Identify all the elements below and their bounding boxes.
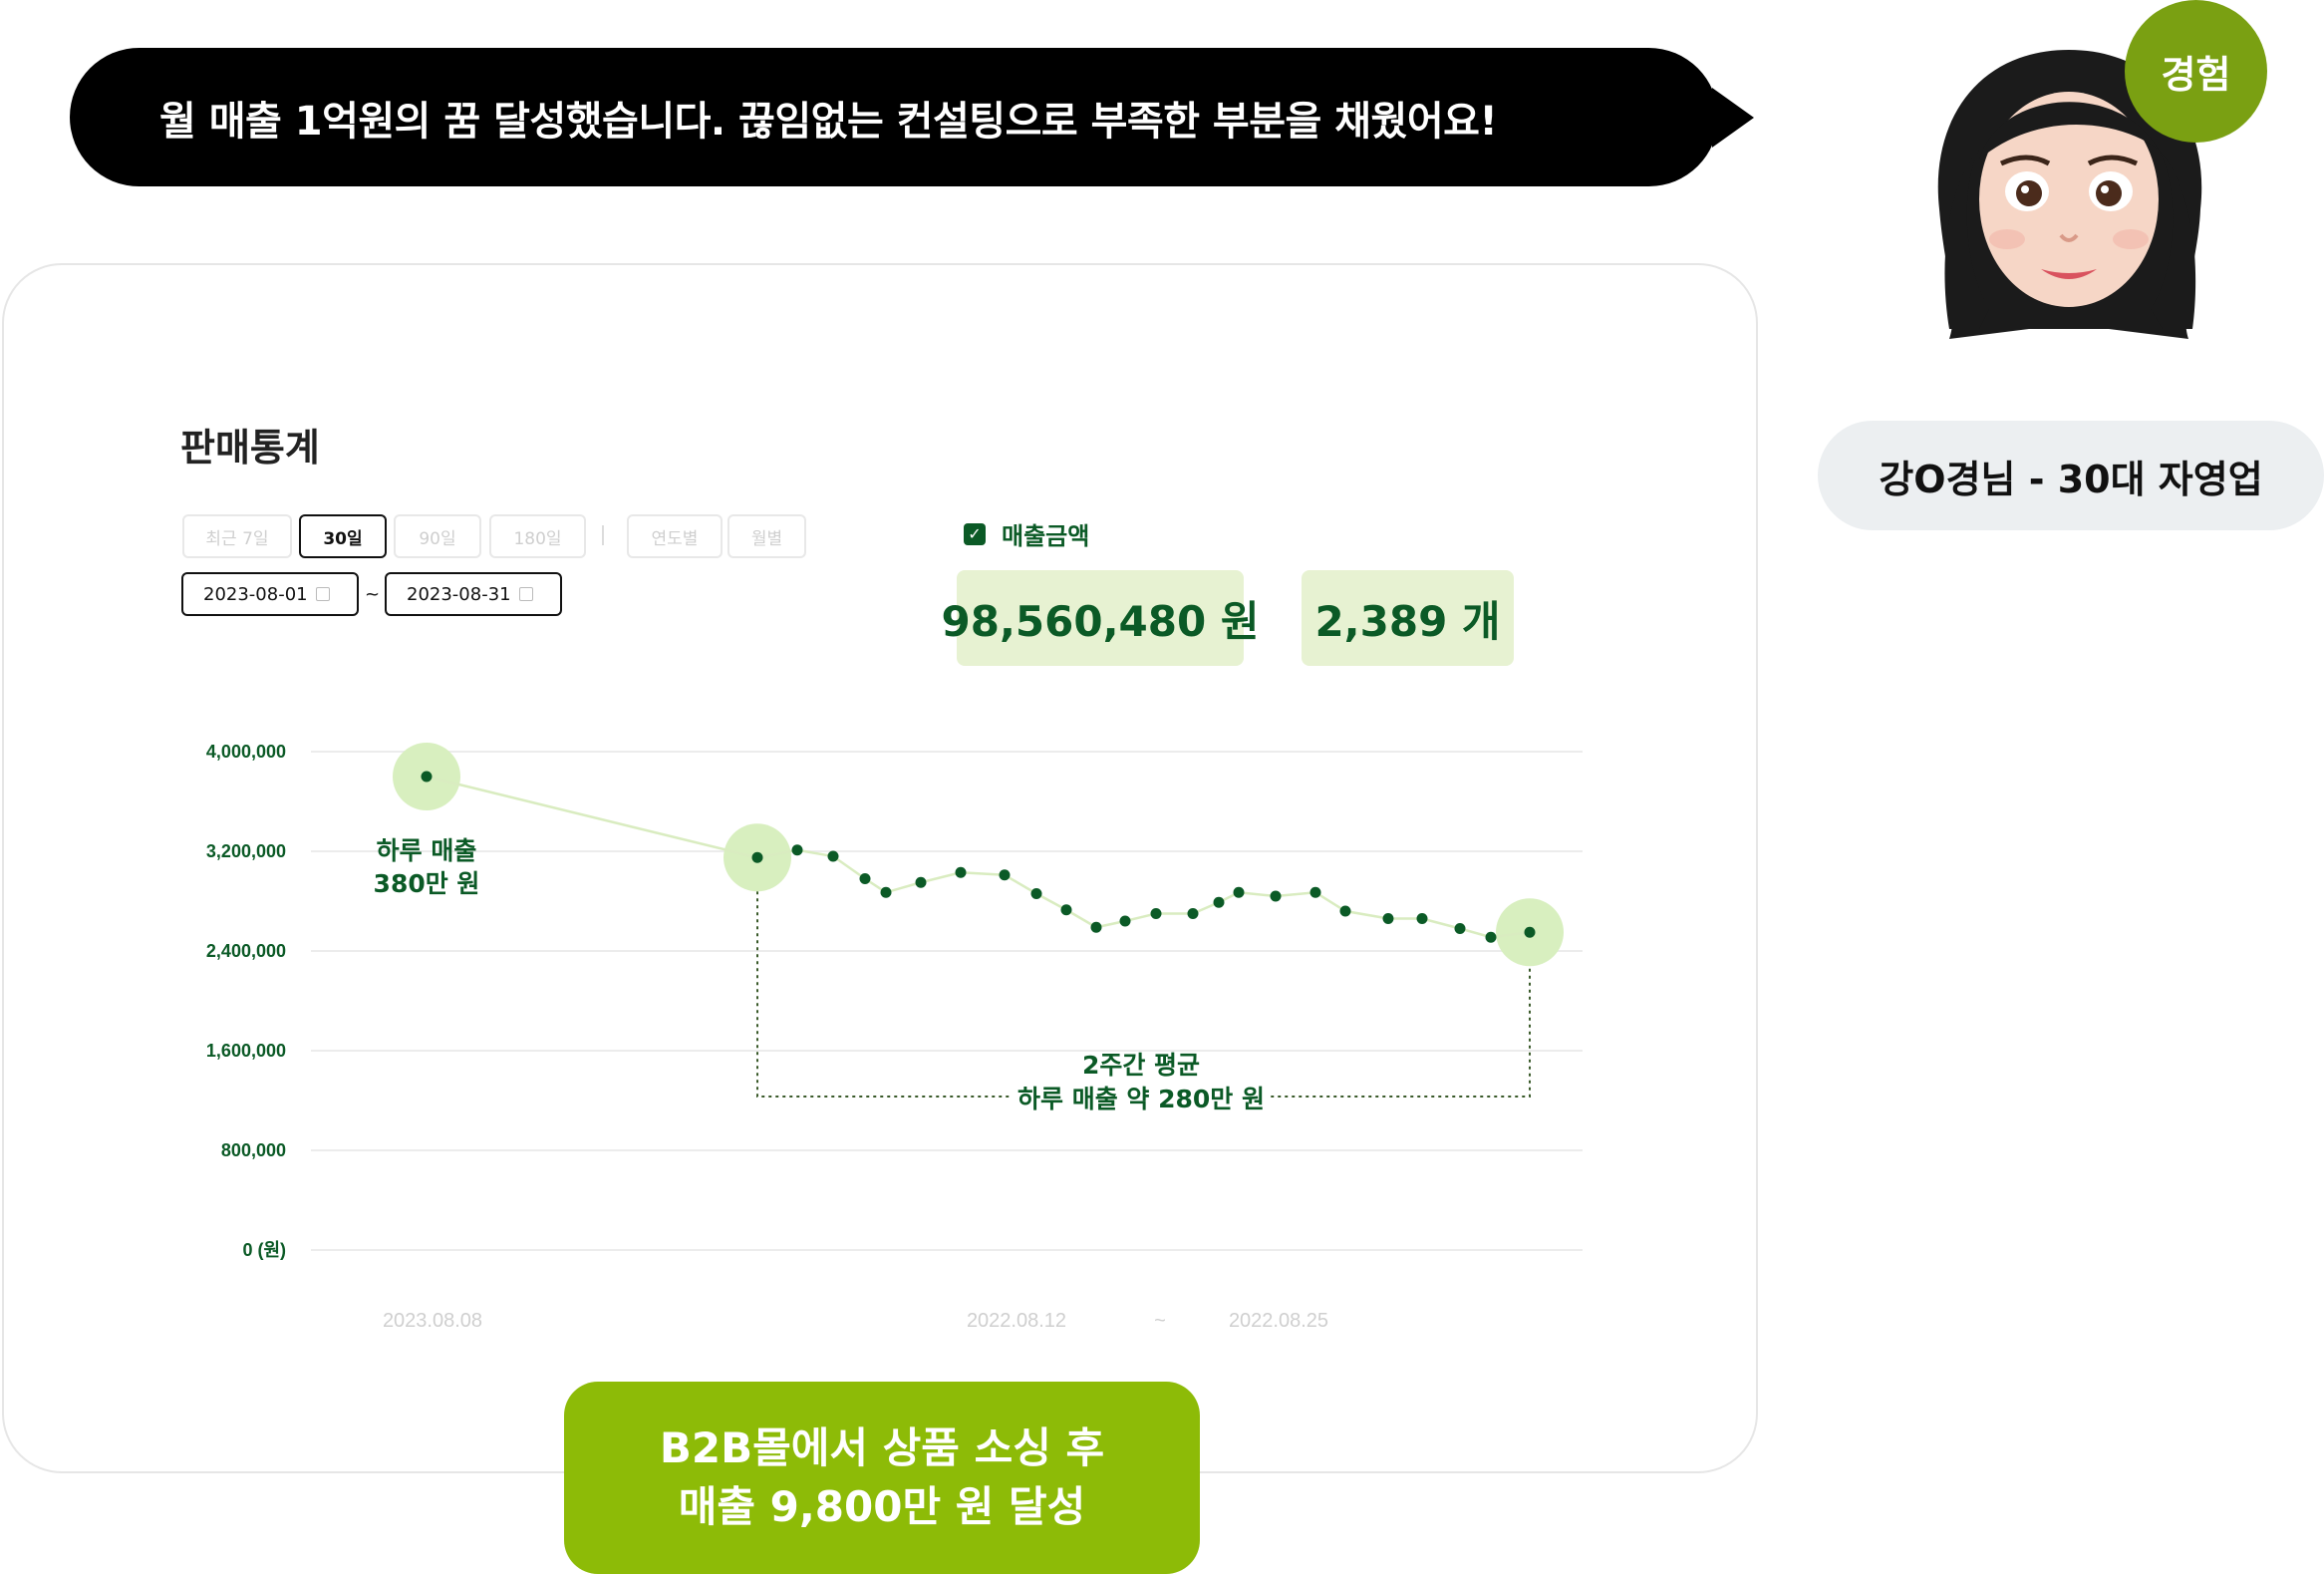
result-line-2: 매출 9,800만 원 달성 [678,1481,1086,1531]
tab-monthly[interactable]: 월별 [727,514,806,558]
tab-recent-7-days[interactable]: 최근 7일 [182,514,292,558]
bubble-tail [1712,88,1754,148]
legend-label: 매출금액 [1002,522,1090,550]
tab-90-days[interactable]: 90일 [394,514,481,558]
legend-checkbox[interactable]: ✓ [964,522,986,545]
memoji-woman-avatar-icon [1937,50,2202,339]
total-sales-stat: 98,560,480 원 [942,570,1259,666]
page-title: 판매통계 [180,426,320,470]
experience-badge: 경험 [2125,0,2267,143]
tab-divider [602,525,604,545]
total-count-stat: 2,389 개 [1302,570,1514,666]
date-to-value: 2023-08-31 [407,583,511,605]
testimonial-quote: 월 매출 1억원의 꿈 달성했습니다. 끊임없는 컨설팅으로 부족한 부분을 채… [159,98,1498,145]
tab-yearly[interactable]: 연도별 [627,514,723,558]
date-from-value: 2023-08-01 [203,583,308,605]
date-to-field[interactable]: 2023-08-31 [385,572,562,616]
date-range-separator: ~ [365,584,381,605]
testimonial-quote-bubble: 월 매출 1억원의 꿈 달성했습니다. 끊임없는 컨설팅으로 부족한 부분을 채… [70,48,1718,186]
calendar-icon [518,587,533,601]
tab-180-days[interactable]: 180일 [489,514,586,558]
persona-label: 강O경님 - 30대 자영업 [1818,421,2324,530]
result-line-1: B2B몰에서 상품 소싱 후 [659,1422,1105,1472]
result-callout: B2B몰에서 상품 소싱 후 매출 9,800만 원 달성 [564,1382,1200,1574]
sales-amount-legend[interactable]: ✓ 매출금액 [964,516,1089,551]
date-from-field[interactable]: 2023-08-01 [181,572,359,616]
tab-30-days[interactable]: 30일 [299,514,387,558]
calendar-icon [315,587,330,601]
